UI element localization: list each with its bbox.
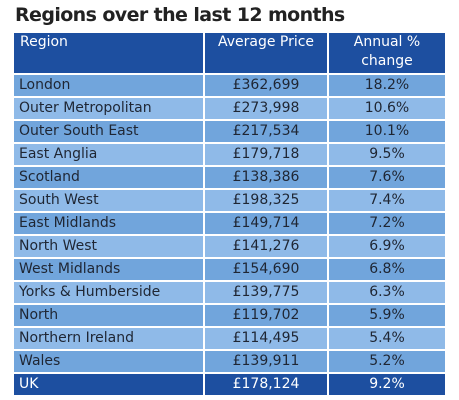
table-body: London £362,699 18.2% Outer Metropolitan £27… [14,74,445,374]
region-cell: Wales [14,350,205,374]
total-region-cell: UK [14,373,205,397]
change-cell: 5.9% [328,304,445,328]
region-cell: Yorks & Humberside [14,281,205,305]
region-cell: Scotland [14,166,205,190]
total-price-cell: £178,124 [204,373,329,397]
price-cell: £273,998 [204,97,329,121]
change-cell: 7.2% [328,212,445,236]
region-cell: South West [14,189,205,213]
column-header-average-price: Average Price [204,33,329,75]
region-cell: Northern Ireland [14,327,205,351]
price-cell: £138,386 [204,166,329,190]
region-cell: North West [14,235,205,259]
table-row: Yorks & Humberside £139,775 6.3% [14,281,445,305]
price-cell: £362,699 [204,74,329,98]
price-cell: £114,495 [204,327,329,351]
column-header-region: Region [14,33,205,75]
table-row: North £119,702 5.9% [14,304,445,328]
column-header-annual-change-line2: change [361,53,413,69]
change-cell: 5.2% [328,350,445,374]
change-cell: 9.5% [328,143,445,167]
change-cell: 7.6% [328,166,445,190]
total-row-uk: UK £178,124 9.2% [14,373,445,397]
price-cell: £179,718 [204,143,329,167]
change-cell: 6.3% [328,281,445,305]
table-row: South West £198,325 7.4% [14,189,445,213]
table-row: East Anglia £179,718 9.5% [14,143,445,167]
change-cell: 10.6% [328,97,445,121]
price-cell: £139,911 [204,350,329,374]
region-cell: East Midlands [14,212,205,236]
region-cell: Outer Metropolitan [14,97,205,121]
price-cell: £198,325 [204,189,329,213]
price-cell: £217,534 [204,120,329,144]
region-cell: East Anglia [14,143,205,167]
change-cell: 6.9% [328,235,445,259]
column-header-annual-change: Annual % change [328,33,445,75]
column-header-annual-change-line1: Annual % [353,34,421,50]
price-cell: £119,702 [204,304,329,328]
region-cell: North [14,304,205,328]
change-cell: 18.2% [328,74,445,98]
header-row: Region Average Price Annual % change [14,33,445,75]
region-cell: London [14,74,205,98]
table-row: North West £141,276 6.9% [14,235,445,259]
regions-price-table: Region Average Price Annual % change Lon… [14,33,445,397]
table-row: Outer Metropolitan £273,998 10.6% [14,97,445,121]
table-row: East Midlands £149,714 7.2% [14,212,445,236]
table-row: West Midlands £154,690 6.8% [14,258,445,282]
price-cell: £141,276 [204,235,329,259]
table-row: Wales £139,911 5.2% [14,350,445,374]
change-cell: 6.8% [328,258,445,282]
change-cell: 10.1% [328,120,445,144]
change-cell: 5.4% [328,327,445,351]
price-cell: £149,714 [204,212,329,236]
price-cell: £154,690 [204,258,329,282]
table-row: Scotland £138,386 7.6% [14,166,445,190]
price-cell: £139,775 [204,281,329,305]
table-row: London £362,699 18.2% [14,74,445,98]
table-row: Outer South East £217,534 10.1% [14,120,445,144]
table-row: Northern Ireland £114,495 5.4% [14,327,445,351]
table-footer: UK £178,124 9.2% [14,373,445,397]
region-cell: West Midlands [14,258,205,282]
change-cell: 7.4% [328,189,445,213]
table-header: Region Average Price Annual % change [14,33,445,75]
total-change-cell: 9.2% [328,373,445,397]
region-cell: Outer South East [14,120,205,144]
table-title: Regions over the last 12 months [15,4,345,26]
